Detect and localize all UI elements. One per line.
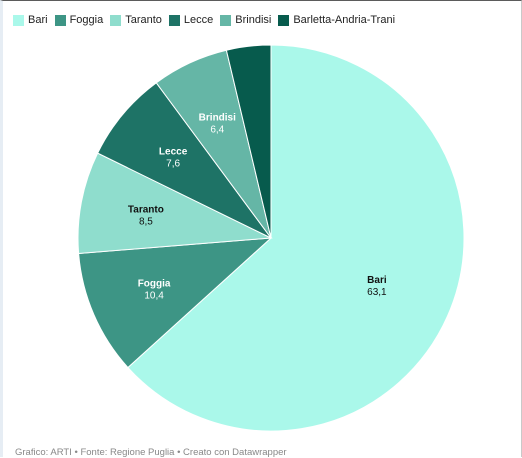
- legend-label-bari: Bari: [28, 14, 48, 26]
- legend-item-taranto: Taranto: [110, 14, 162, 26]
- chart-footer: Grafico: ARTI • Fonte: Regione Puglia • …: [15, 447, 287, 458]
- legend-swatch-brindisi: [220, 14, 232, 26]
- slice-label-bari: Bari 63,1: [367, 275, 387, 298]
- pie-slice-foggia: [78, 237, 273, 369]
- legend-swatch-bari: [13, 14, 24, 26]
- pie-slice-barletta-andria-trani: [225, 44, 272, 239]
- legend-item-lecce: Lecce: [168, 14, 214, 26]
- legend-item-brindisi: Brindisi: [220, 14, 271, 26]
- legend-item-foggia: Foggia: [54, 14, 104, 26]
- chart-legend: Bari Foggia Taranto Lecce Brindisi Barle…: [13, 14, 402, 26]
- pie-slice-taranto: [77, 152, 273, 255]
- legend-label-lecce: Lecce: [183, 14, 214, 26]
- legend-swatch-foggia: [54, 14, 66, 26]
- slice-label-foggia: Foggia 10,4: [138, 279, 171, 302]
- legend-item-bat: Barletta-Andria-Trani: [278, 14, 395, 26]
- pie-chart: Bari 63,1 Foggia 10,4 Taranto 8,5 Lecce 7,6 Brin…: [77, 44, 465, 432]
- pie-slice-bari: [127, 44, 465, 432]
- legend-label-brindisi: Brindisi: [235, 14, 272, 26]
- legend-label-taranto: Taranto: [125, 14, 162, 26]
- legend-item-bari: Bari: [13, 14, 48, 26]
- legend-label-foggia: Foggia: [69, 14, 104, 26]
- slice-label-brindisi: Brindisi 6,4: [199, 113, 236, 136]
- legend-swatch-taranto: [110, 14, 122, 26]
- slice-label-lecce: Lecce 7,6: [159, 146, 188, 169]
- slice-label-taranto: Taranto 8,5: [128, 204, 164, 227]
- legend-swatch-bat: [278, 14, 290, 26]
- legend-label-bat: Barletta-Andria-Trani: [293, 14, 396, 26]
- legend-swatch-lecce: [168, 14, 180, 26]
